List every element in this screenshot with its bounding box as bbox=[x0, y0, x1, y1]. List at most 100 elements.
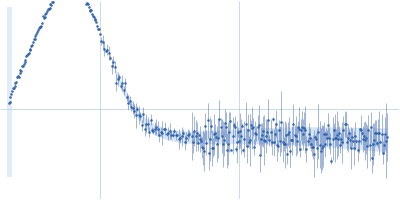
Point bbox=[213, 135, 220, 138]
Point bbox=[16, 75, 22, 79]
Point bbox=[104, 48, 110, 51]
Point bbox=[137, 114, 143, 117]
Point bbox=[122, 82, 128, 85]
Point bbox=[49, 0, 55, 4]
Point bbox=[98, 39, 105, 43]
Point bbox=[10, 86, 16, 90]
Point bbox=[164, 132, 170, 136]
Point bbox=[171, 129, 178, 132]
Point bbox=[360, 137, 366, 140]
Point bbox=[232, 125, 238, 128]
Point bbox=[40, 16, 47, 20]
Point bbox=[235, 131, 241, 134]
Point bbox=[96, 32, 103, 35]
Point bbox=[50, 0, 56, 3]
Point bbox=[359, 132, 365, 135]
Point bbox=[222, 121, 228, 125]
Point bbox=[119, 82, 126, 85]
Point bbox=[114, 77, 121, 80]
Point bbox=[240, 149, 246, 152]
Point bbox=[234, 141, 240, 144]
Point bbox=[95, 28, 101, 31]
Point bbox=[339, 141, 346, 144]
Point bbox=[338, 138, 344, 141]
Point bbox=[10, 86, 17, 89]
Point bbox=[32, 35, 38, 38]
Point bbox=[177, 136, 184, 140]
Point bbox=[191, 130, 198, 133]
Point bbox=[241, 137, 248, 141]
Point bbox=[253, 132, 260, 135]
Point bbox=[113, 81, 120, 84]
Point bbox=[354, 149, 361, 152]
Point bbox=[140, 113, 146, 116]
Point bbox=[29, 43, 35, 47]
Point bbox=[205, 152, 212, 155]
Point bbox=[183, 137, 190, 140]
Point bbox=[361, 135, 367, 138]
Point bbox=[340, 128, 347, 132]
Point bbox=[346, 132, 352, 135]
Point bbox=[7, 95, 14, 98]
Point bbox=[238, 135, 244, 138]
Point bbox=[371, 138, 377, 141]
Point bbox=[256, 153, 263, 156]
Point bbox=[50, 0, 57, 1]
Point bbox=[131, 110, 137, 113]
Point bbox=[92, 18, 99, 22]
Point bbox=[228, 148, 235, 151]
Point bbox=[362, 139, 368, 142]
Point bbox=[144, 122, 151, 126]
Point bbox=[152, 127, 158, 130]
Point bbox=[260, 130, 266, 133]
Point bbox=[376, 132, 382, 135]
Point bbox=[230, 123, 237, 127]
Point bbox=[116, 75, 122, 79]
Point bbox=[153, 125, 160, 128]
Point bbox=[31, 37, 38, 40]
Point bbox=[12, 82, 18, 85]
Point bbox=[180, 131, 186, 134]
Point bbox=[182, 141, 188, 144]
Point bbox=[299, 126, 305, 129]
Point bbox=[13, 80, 20, 83]
Point bbox=[326, 136, 332, 140]
Point bbox=[156, 133, 163, 136]
Point bbox=[288, 138, 294, 142]
Point bbox=[204, 119, 211, 122]
Point bbox=[259, 133, 265, 136]
Point bbox=[146, 131, 152, 134]
Point bbox=[186, 132, 192, 136]
Point bbox=[276, 129, 282, 132]
Point bbox=[383, 139, 389, 143]
Point bbox=[14, 75, 20, 78]
Point bbox=[210, 146, 216, 149]
Point bbox=[239, 124, 246, 127]
Point bbox=[218, 135, 225, 138]
Point bbox=[44, 9, 50, 12]
Point bbox=[292, 135, 299, 138]
Point bbox=[264, 131, 270, 134]
Point bbox=[353, 139, 360, 143]
Point bbox=[34, 30, 40, 33]
Point bbox=[194, 142, 201, 145]
Point bbox=[172, 134, 179, 137]
Point bbox=[36, 27, 42, 30]
Point bbox=[91, 17, 98, 20]
Point bbox=[294, 125, 301, 128]
Point bbox=[107, 56, 114, 59]
Point bbox=[174, 133, 180, 137]
Point bbox=[33, 33, 40, 36]
Point bbox=[282, 143, 288, 146]
Point bbox=[202, 125, 208, 128]
Point bbox=[364, 145, 370, 148]
Point bbox=[352, 134, 359, 138]
Point bbox=[25, 53, 31, 56]
Point bbox=[83, 2, 90, 5]
Point bbox=[130, 106, 136, 109]
Point bbox=[84, 1, 90, 5]
Point bbox=[225, 142, 231, 145]
Point bbox=[30, 38, 37, 41]
Point bbox=[335, 137, 341, 140]
Point bbox=[17, 69, 24, 72]
